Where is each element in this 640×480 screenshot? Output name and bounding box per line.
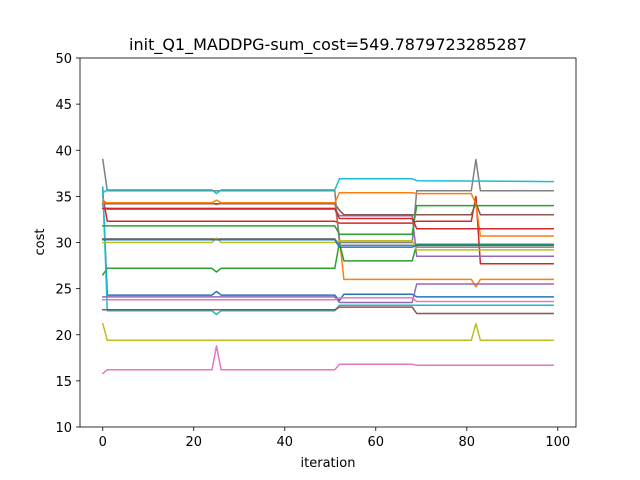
- x-tick-label: 100: [545, 435, 570, 450]
- y-tick-label: 15: [55, 375, 72, 390]
- x-tick-label: 20: [185, 435, 202, 450]
- series-line-14: [102, 207, 554, 230]
- x-axis-label: iteration: [301, 456, 356, 471]
- y-tick-label: 25: [55, 283, 72, 298]
- series-line-13: [102, 204, 554, 235]
- series-line-9: [101, 322, 554, 342]
- series-line-5: [101, 204, 554, 258]
- series-line-7: [101, 345, 554, 375]
- y-tick-label: 50: [55, 52, 72, 67]
- chart-title: init_Q1_MADDPG-sum_cost=549.787972328528…: [129, 35, 527, 55]
- series-line-19: [102, 237, 554, 251]
- y-tick-label: 20: [55, 329, 72, 344]
- axes: 0 20 40 60 80 100 10 15 20 25 30 35 40 45 50: [55, 52, 577, 450]
- x-tick-label: 80: [459, 435, 476, 450]
- plot-lines: [101, 158, 554, 375]
- y-tick-label: 40: [55, 144, 72, 159]
- series-line-3: [101, 241, 554, 276]
- y-tick-label: 30: [55, 237, 72, 252]
- y-axis-label: cost: [33, 229, 48, 256]
- y-tick-label: 10: [55, 421, 72, 436]
- series-line-17: [102, 297, 554, 303]
- series-line-15: [102, 283, 554, 304]
- series-line-12: [102, 191, 554, 237]
- x-tick-label: 0: [99, 435, 107, 450]
- series-line-6: [102, 202, 554, 216]
- x-tick-label: 60: [368, 435, 385, 450]
- y-tick-label: 45: [55, 98, 72, 113]
- y-tick-label: 35: [55, 190, 72, 205]
- x-tick-label: 40: [276, 435, 293, 450]
- series-line-11: [101, 178, 554, 195]
- series-line-10: [102, 186, 554, 316]
- series-line-18: [102, 238, 554, 248]
- series-line-16: [102, 306, 554, 315]
- series-line-20: [102, 238, 554, 248]
